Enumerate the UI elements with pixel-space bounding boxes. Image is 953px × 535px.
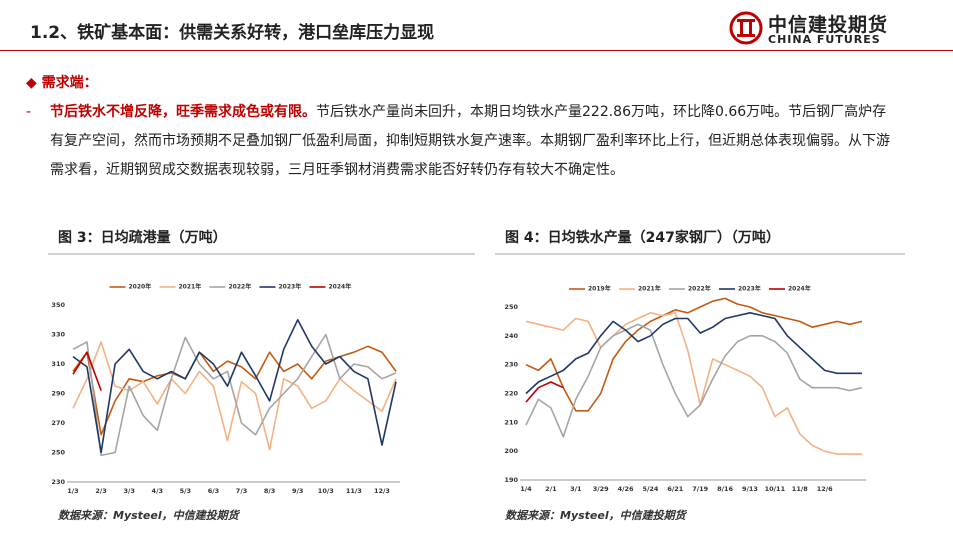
series-line [72,333,397,457]
logo-cn: 中信建投期货 [768,14,889,36]
y-tick-label: 330 [51,331,65,339]
x-tick-label: 4/26 [618,485,634,493]
y-tick-label: 190 [504,476,518,484]
series-line [72,345,397,436]
legend-label: 2020年 [129,283,152,291]
y-tick-label: 230 [51,478,65,486]
x-tick-label: 12/3 [374,487,390,495]
y-tick-label: 230 [504,361,518,369]
series-line [525,381,564,403]
bullet: ◆ [26,75,37,91]
y-tick-label: 250 [504,303,518,311]
body-text: 节后铁水产量尚未回升，本期日均铁水产量222.86万吨，环比降0.66万吨。节后… [50,104,890,178]
series-line [525,323,863,438]
x-tick-label: 6/21 [667,485,683,493]
series-line [72,351,102,391]
dash: - [26,104,32,120]
x-tick-label: 2/3 [95,487,106,495]
y-tick-label: 220 [504,390,518,398]
x-tick-label: 4/3 [152,487,163,495]
legend-label: 2023年 [738,285,761,293]
series-line [525,312,862,395]
x-tick-label: 2/1 [545,485,557,493]
y-tick-label: 250 [51,449,65,457]
chart-title: 图 3：日均疏港量（万吨） [58,229,227,246]
x-tick-label: 1/3 [67,487,78,495]
x-tick-label: 1/4 [520,485,532,493]
logo-icon [729,11,763,45]
legend-label: 2022年 [229,283,252,291]
x-tick-label: 9/13 [742,485,758,493]
y-tick-label: 210 [504,418,518,426]
heading: 需求端： [41,75,98,91]
x-tick-label: 3/1 [570,485,582,493]
y-tick-label: 350 [51,301,65,309]
header-rule [0,50,953,51]
legend-label: 2024年 [329,283,352,291]
y-tick-label: 200 [504,447,518,455]
series-line [72,319,397,454]
x-tick-label: 7/3 [236,487,247,495]
chart-title: 图 4：日均铁水产量（247家钢厂）（万吨） [505,229,780,246]
x-tick-label: 8/16 [717,485,733,493]
legend-label: 2022年 [688,285,711,293]
paragraph: 节后铁水不增反降，旺季需求成色或有限。节后铁水产量尚未回升，本期日均铁水产量22… [50,98,895,185]
highlight: 节后铁水不增反降，旺季需求成色或有限。 [50,104,316,120]
page-title: 1.2、铁矿基本面：供需关系好转，港口垒库压力显现 [30,23,435,43]
x-tick-label: 7/19 [692,485,708,493]
legend-label: 2019年 [588,285,611,293]
y-tick-label: 310 [51,360,65,368]
x-tick-label: 11/8 [792,485,808,493]
legend-label: 2024年 [788,285,811,293]
series-line [525,297,863,412]
source: 数据来源：Mysteel，中信建投期货 [58,509,241,522]
x-tick-label: 10/3 [318,487,334,495]
x-tick-label: 11/3 [346,487,362,495]
section-heading: ◆ 需求端： [26,72,98,92]
x-tick-label: 9/3 [292,487,303,495]
x-tick-label: 3/3 [123,487,134,495]
x-tick-label: 8/3 [264,487,275,495]
logo-en: CHINA FUTURES [768,33,881,46]
x-tick-label: 10/11 [765,485,786,493]
legend-label: 2021年 [179,283,202,291]
source: 数据来源：Mysteel，中信建投期货 [505,509,688,522]
y-tick-label: 270 [51,419,65,427]
legend-label: 2021年 [638,285,661,293]
x-tick-label: 3/29 [593,485,609,493]
x-tick-label: 6/3 [208,487,219,495]
x-tick-label: 12/6 [817,485,833,493]
x-tick-label: 5/24 [642,485,658,493]
y-tick-label: 290 [51,390,65,398]
series-line [525,312,862,455]
series-line [72,341,397,451]
legend-label: 2023年 [279,283,302,291]
y-tick-label: 240 [504,332,518,340]
x-tick-label: 5/3 [180,487,191,495]
